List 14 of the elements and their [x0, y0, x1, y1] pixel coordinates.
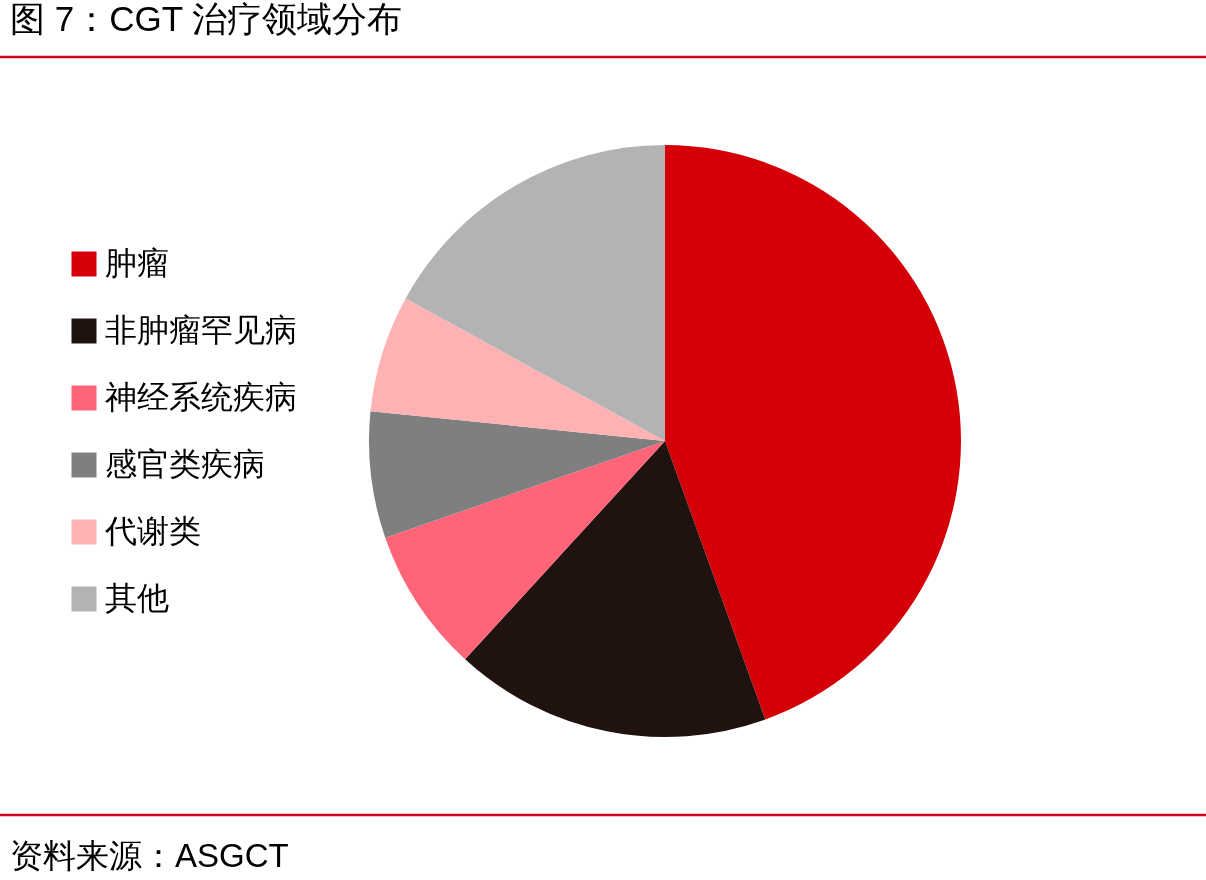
chart-title: 图 7：CGT 治疗领域分布 [10, 0, 403, 38]
legend-label: 肿瘤 [105, 245, 169, 281]
pie-slice [369, 411, 665, 538]
pie-slice [385, 441, 665, 660]
legend-label: 其他 [105, 580, 169, 616]
text: 资料来源：ASGCT [10, 837, 289, 874]
legend-label: 神经系统疾病 [105, 379, 297, 415]
pie-slice [665, 145, 961, 720]
pie-slice [465, 441, 766, 737]
pie-slice [370, 298, 665, 441]
legend-label: 感官类疾病 [105, 446, 265, 482]
legend-label: 代谢类 [104, 513, 201, 549]
legend-label: 非肿瘤罕见病 [105, 312, 297, 348]
pie-slice [405, 145, 665, 441]
